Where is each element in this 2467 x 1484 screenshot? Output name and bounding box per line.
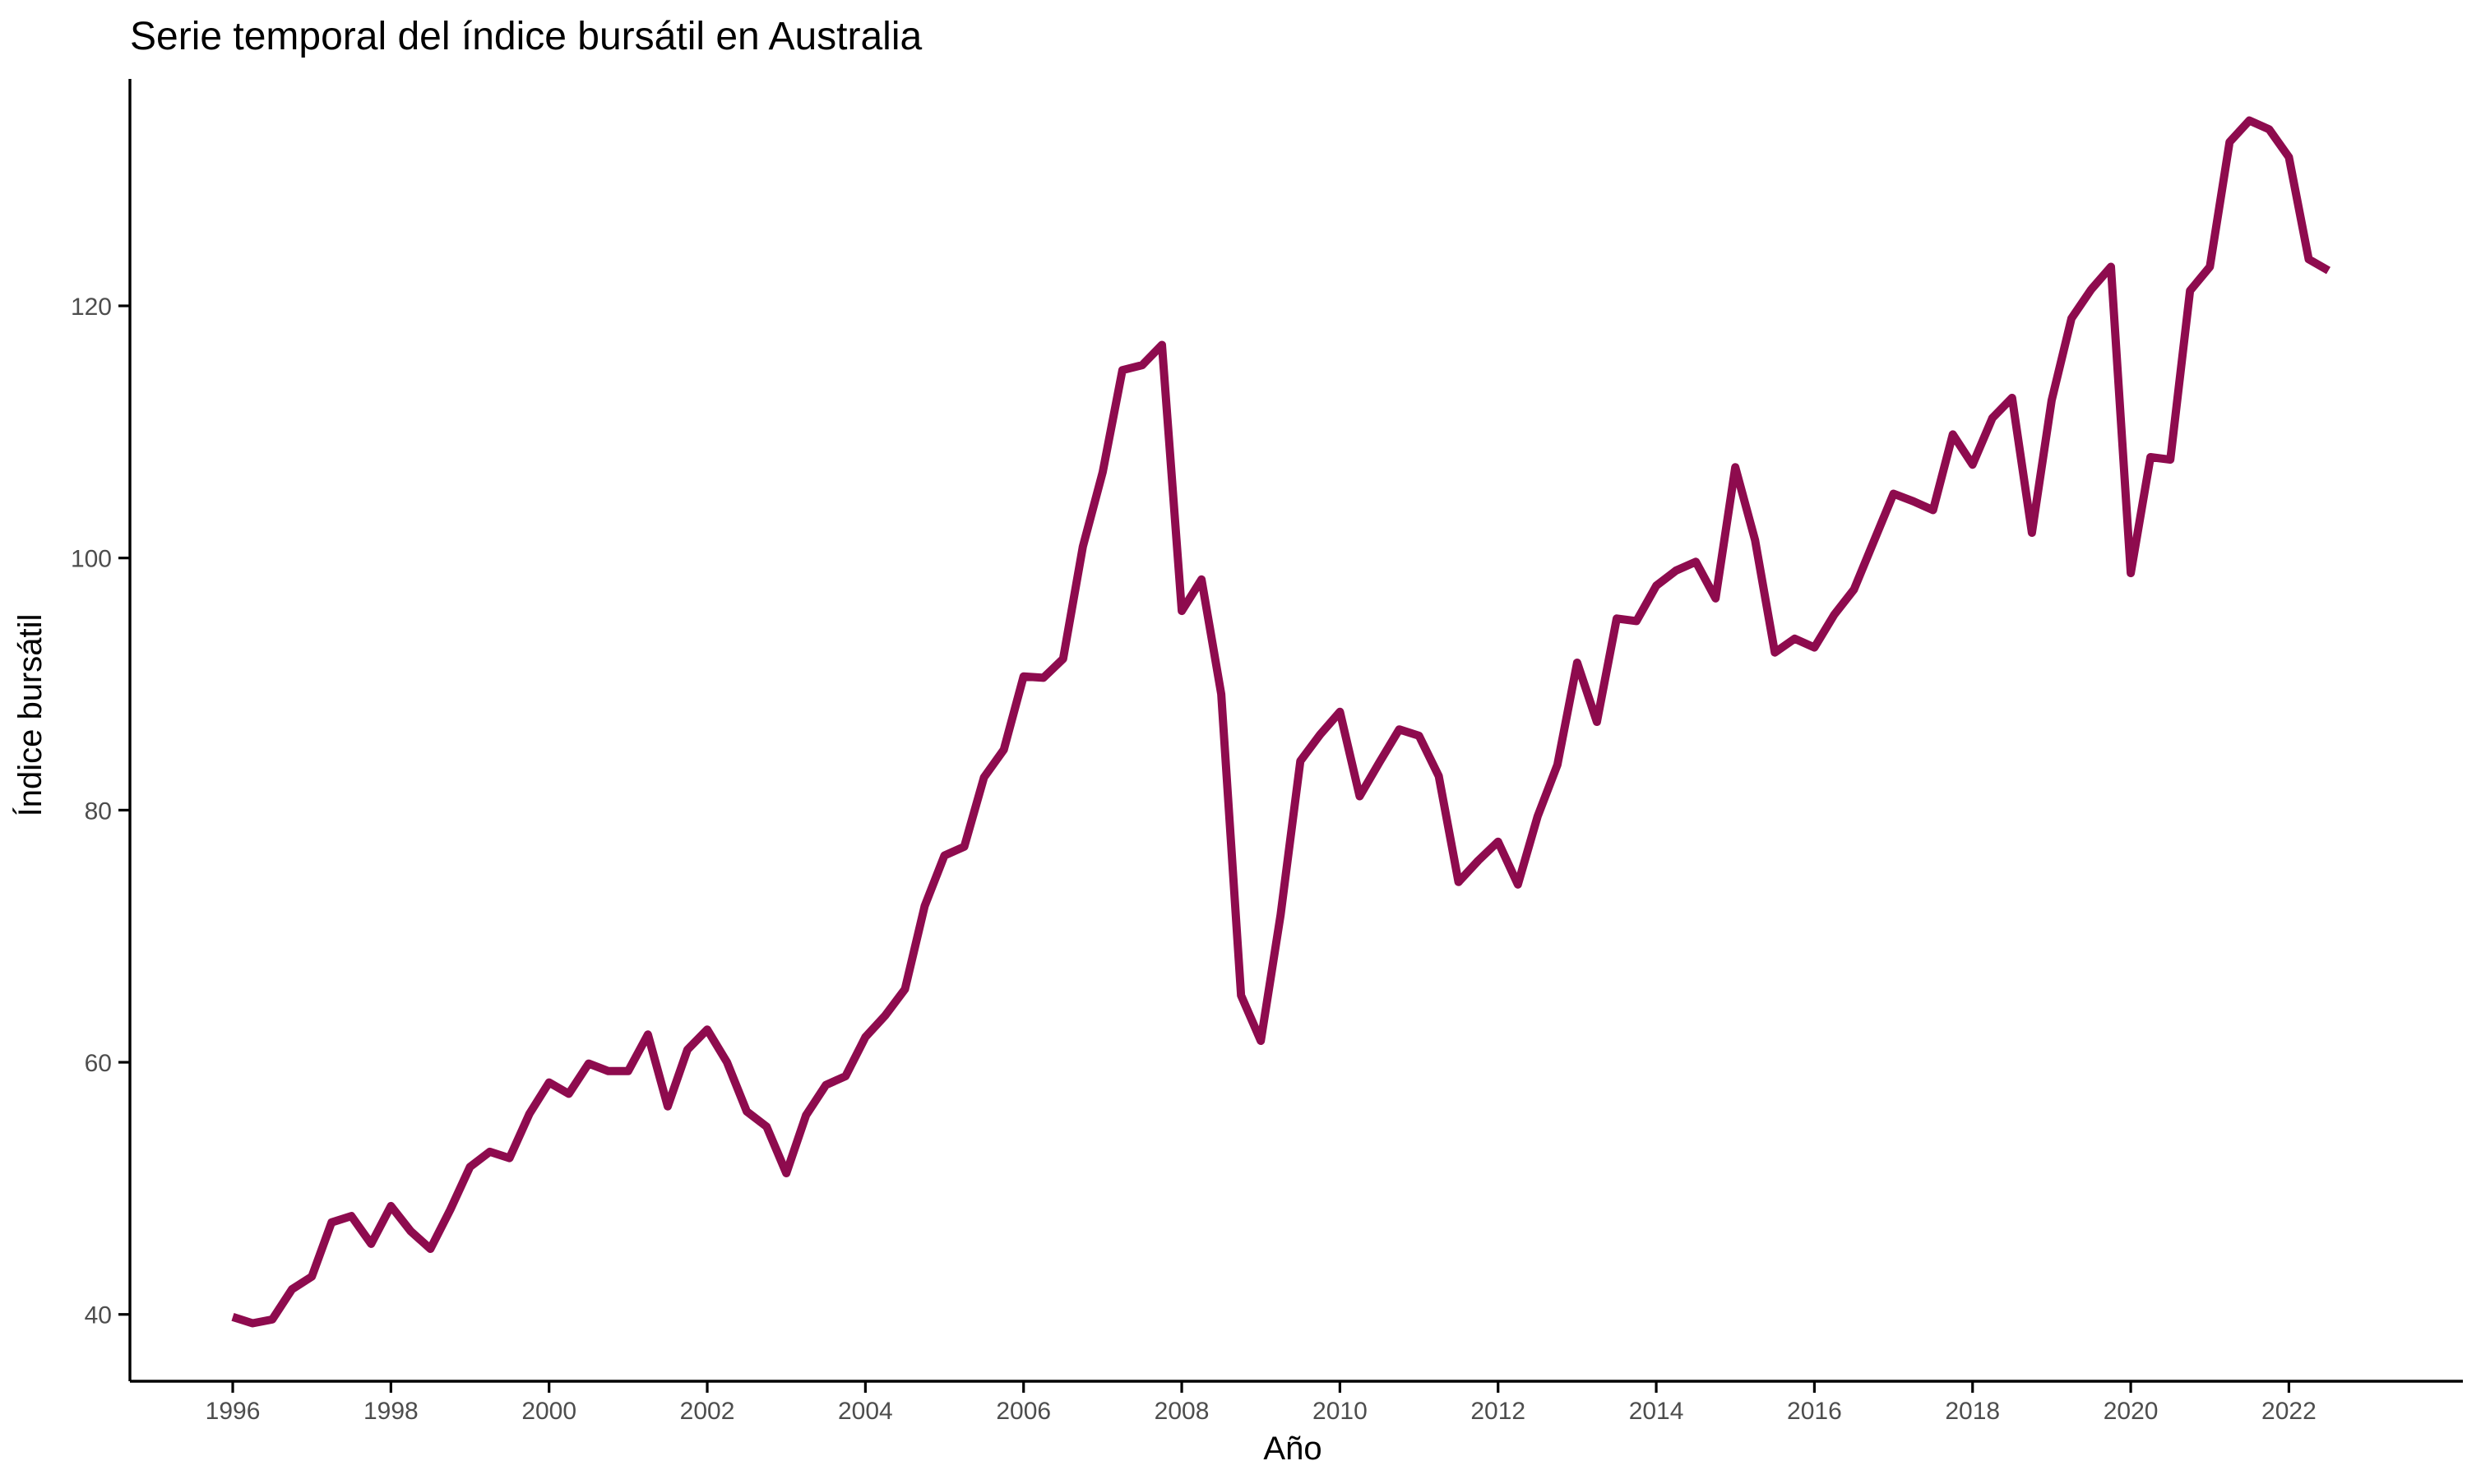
- chart-title: Serie temporal del índice bursátil en Au…: [130, 15, 922, 58]
- x-tick-label: 2006: [996, 1398, 1051, 1425]
- x-tick-label: 2010: [1312, 1398, 1368, 1425]
- y-tick-label: 120: [71, 294, 112, 321]
- x-tick-label: 2002: [680, 1398, 735, 1425]
- x-axis: 1996 1998 2000 2002 2004 2006 2008 2010 2012 2014…: [130, 1380, 2463, 1425]
- y-axis: 40 60 80 100 120: [71, 79, 132, 1381]
- x-tick-label: 2014: [1629, 1398, 1684, 1425]
- x-tick-label: 2004: [838, 1398, 893, 1425]
- x-tick-label: 1996: [206, 1398, 261, 1425]
- x-tick-label: 2012: [1470, 1398, 1525, 1425]
- x-tick-label: 2008: [1155, 1398, 1210, 1425]
- y-tick-label: 60: [85, 1050, 112, 1077]
- x-tick-label: 2022: [2261, 1398, 2317, 1425]
- series-line: [231, 116, 2330, 1328]
- y-tick-label: 100: [71, 546, 112, 573]
- y-axis-label: Índice bursátil: [12, 614, 49, 817]
- y-tick-label: 40: [85, 1302, 112, 1329]
- plot-area: [231, 116, 2330, 1328]
- x-tick-label: 2000: [521, 1398, 576, 1425]
- x-tick-label: 2016: [1787, 1398, 1842, 1425]
- y-tick-label: 80: [85, 797, 112, 825]
- x-tick-label: 1998: [363, 1398, 419, 1425]
- x-axis-label: Año: [1263, 1431, 1321, 1467]
- x-tick-label: 2018: [1945, 1398, 2000, 1425]
- x-tick-label: 2020: [2104, 1398, 2159, 1425]
